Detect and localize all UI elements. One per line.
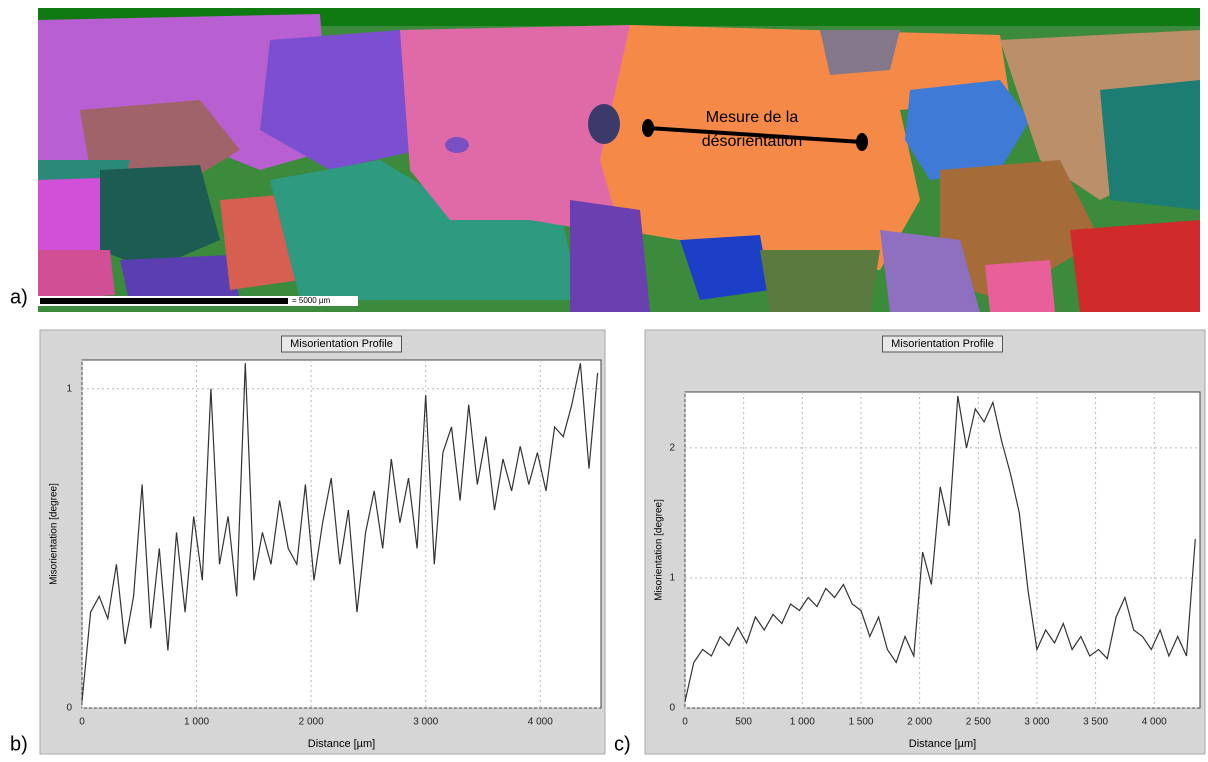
x-tick-label: 0 (682, 717, 688, 728)
grain (1100, 80, 1200, 210)
x-tick-label: 4 000 (528, 717, 553, 728)
x-tick-label: 1 000 (184, 717, 209, 728)
measure-end (642, 119, 654, 137)
x-tick-label: 1 000 (790, 717, 815, 728)
y-tick-label: 1 (669, 573, 675, 584)
y-tick-label: 0 (66, 703, 72, 714)
chart-title: Misorientation Profile (891, 338, 994, 350)
y-tick-label: 0 (669, 703, 675, 714)
panel-label: a) (10, 286, 28, 308)
grain (680, 235, 770, 300)
y-tick-label: 1 (66, 383, 72, 394)
chart-panel: Misorientation Profile Distance [µm] Misor… (39, 329, 606, 755)
x-tick-label: 4 000 (1142, 717, 1167, 728)
plot-area (81, 359, 602, 709)
x-tick-label: 3 000 (1024, 717, 1049, 728)
measure-line (647, 126, 863, 144)
grain (445, 137, 469, 153)
y-tick-label: 2 (669, 443, 675, 454)
grain (940, 160, 1100, 300)
grain (985, 260, 1055, 312)
x-tick-label: 500 (735, 717, 752, 728)
x-tick-label: 3 500 (1083, 717, 1108, 728)
grain (120, 255, 240, 305)
grain (38, 178, 115, 260)
x-tick-label: 2 000 (299, 717, 324, 728)
grain (600, 25, 1010, 270)
plot-area (684, 391, 1201, 709)
scale-label: = 5000 µm (292, 296, 331, 305)
grain (260, 30, 420, 170)
y-axis-label: Misorientation [degree] (49, 483, 60, 585)
grain (588, 104, 620, 144)
panel-label: b) (10, 733, 28, 755)
x-tick-label: 2 000 (907, 717, 932, 728)
grain (760, 250, 880, 312)
x-axis-label: Distance [µm] (909, 738, 976, 750)
grain-map: Mesure de la désorientation = 5000 µm (38, 8, 1200, 312)
chart-title: Misorientation Profile (290, 338, 393, 350)
title-box (281, 335, 402, 353)
grain (270, 160, 580, 300)
x-axis-label: Distance [µm] (308, 738, 375, 750)
grain (400, 25, 640, 230)
profile-line (684, 395, 1196, 702)
grain (38, 250, 115, 300)
grain (1070, 220, 1200, 312)
grain (100, 165, 220, 270)
grain (38, 8, 1200, 26)
x-tick-label: 0 (79, 717, 85, 728)
grain (820, 30, 900, 75)
profile-line (81, 363, 599, 702)
y-axis-label: Misorientation [degree] (654, 499, 665, 601)
measure-end (856, 133, 868, 151)
annotation: désorientation (702, 133, 803, 150)
x-tick-label: 3 000 (413, 717, 438, 728)
chart-panel: Misorientation Profile Distance [µm] Misor… (644, 329, 1206, 755)
grain (880, 230, 980, 312)
x-tick-label: 1 500 (848, 717, 873, 728)
grain (570, 200, 650, 312)
panel-label: c) (614, 733, 631, 755)
title-box (882, 335, 1003, 353)
annotation: Mesure de la (706, 109, 799, 126)
scale-bar (40, 298, 288, 304)
x-tick-label: 2 500 (966, 717, 991, 728)
grain (905, 80, 1030, 180)
